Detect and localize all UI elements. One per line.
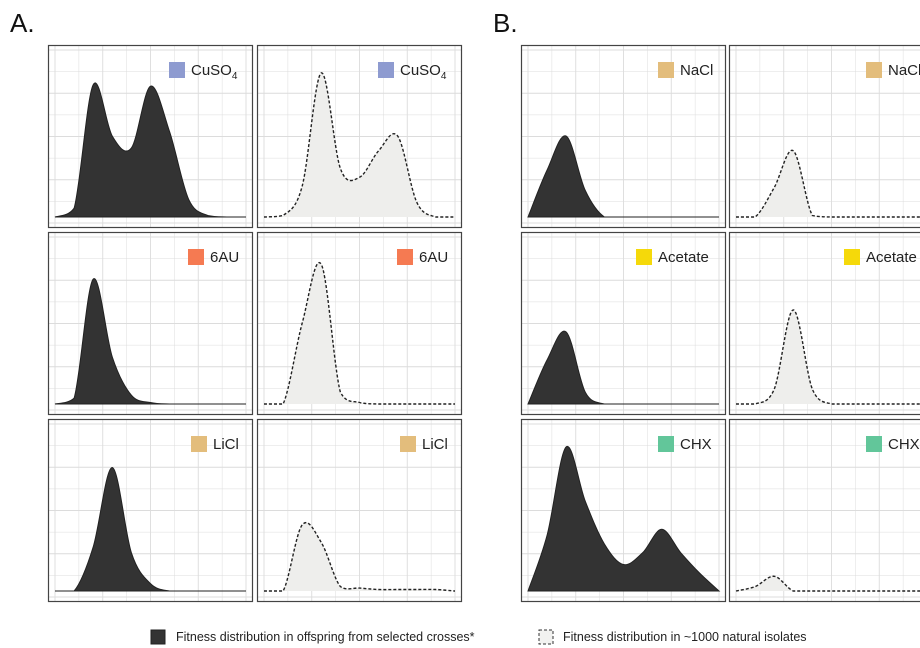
panel-b-title: B. xyxy=(493,8,518,38)
density-area-offspring xyxy=(527,330,719,405)
panel-border xyxy=(520,231,727,416)
panel-a-title: A. xyxy=(10,8,35,38)
panel-border xyxy=(728,231,920,416)
stress-swatch-acetate xyxy=(844,249,860,265)
stress-label-cuso: CuSO4 xyxy=(191,62,238,82)
stress-swatch-licl xyxy=(400,436,416,452)
panel-border xyxy=(256,44,463,229)
stress-label-6au: 6AU xyxy=(419,249,448,266)
stress-label-acetate: Acetate xyxy=(866,249,917,266)
stress-swatch-chx xyxy=(866,436,882,452)
density-area-offspring xyxy=(55,466,246,592)
stress-swatch-6au xyxy=(397,249,413,265)
density-outline-isolates xyxy=(263,72,455,218)
stress-label-subscript: 4 xyxy=(441,71,447,82)
facet-6au-isolates: 6AU xyxy=(256,231,463,416)
panel-border xyxy=(520,418,727,603)
legend-swatch-isolates xyxy=(538,629,554,645)
legend-label-offspring: Fitness distribution in offspring from s… xyxy=(176,630,475,644)
facet-chx-isolates: CHX xyxy=(728,418,920,603)
stress-label-cuso: CuSO4 xyxy=(400,62,447,82)
stress-label-licl: LiCl xyxy=(422,436,448,453)
density-area-isolates xyxy=(264,72,455,218)
density-outline-isolates xyxy=(264,522,456,592)
stress-swatch-nacl xyxy=(866,62,882,78)
stress-swatch-licl xyxy=(191,436,207,452)
stress-label-licl: LiCl xyxy=(213,436,239,453)
panel-border xyxy=(256,231,463,416)
stress-label-6au: 6AU xyxy=(210,249,239,266)
stress-swatch-6au xyxy=(188,249,204,265)
density-area-offspring xyxy=(54,278,246,405)
density-area-offspring xyxy=(54,82,246,218)
facet-licl-isolates: LiCl xyxy=(256,418,463,603)
panel-border xyxy=(47,418,254,603)
facet-cuso-offspring: CuSO4 xyxy=(47,44,254,229)
panel-border xyxy=(520,44,727,229)
facet-nacl-isolates: NaCl xyxy=(728,44,920,229)
legend: Fitness distribution in offspring from s… xyxy=(150,629,807,645)
facet-panels: CuSO4 CuSO4 6AU 6AU LiCl LiCl NaCl NaCl Acetate A… xyxy=(47,44,920,603)
density-area-isolates xyxy=(736,309,920,404)
legend-label-isolates: Fitness distribution in ~1000 natural is… xyxy=(563,630,807,644)
panel-border xyxy=(47,44,254,229)
stress-label-subscript: 4 xyxy=(232,71,238,82)
stress-label-nacl: NaCl xyxy=(680,62,713,79)
stress-label-acetate: Acetate xyxy=(658,249,709,266)
density-outline-isolates xyxy=(735,575,920,592)
stress-swatch-chx xyxy=(658,436,674,452)
facet-acetate-isolates: Acetate xyxy=(728,231,920,416)
stress-swatch-acetate xyxy=(636,249,652,265)
facet-6au-offspring: 6AU xyxy=(47,231,254,416)
panel-border xyxy=(728,44,920,229)
density-area-isolates xyxy=(264,522,455,591)
density-area-isolates xyxy=(264,262,455,404)
stress-label-chx: CHX xyxy=(888,436,920,453)
stress-swatch-nacl xyxy=(658,62,674,78)
facet-cuso-isolates: CuSO4 xyxy=(256,44,463,229)
panel-border xyxy=(256,418,463,603)
density-outline-isolates xyxy=(263,261,455,405)
facet-acetate-offspring: Acetate xyxy=(520,231,727,416)
panel-border xyxy=(728,418,920,603)
facet-nacl-offspring: NaCl xyxy=(520,44,727,229)
density-area-isolates xyxy=(736,150,920,217)
panel-border xyxy=(47,231,254,416)
stress-swatch-cuso xyxy=(169,62,185,78)
legend-swatch-offspring xyxy=(150,629,166,645)
stress-label-chx: CHX xyxy=(680,436,712,453)
facet-licl-offspring: LiCl xyxy=(47,418,254,603)
stress-label-nacl: NaCl xyxy=(888,62,920,79)
density-area-offspring xyxy=(527,135,719,218)
stress-swatch-cuso xyxy=(378,62,394,78)
density-area-isolates xyxy=(736,576,920,591)
facet-chx-offspring: CHX xyxy=(520,418,727,603)
density-outline-isolates xyxy=(736,149,920,218)
density-outline-isolates xyxy=(735,309,920,405)
density-area-offspring xyxy=(527,446,721,592)
